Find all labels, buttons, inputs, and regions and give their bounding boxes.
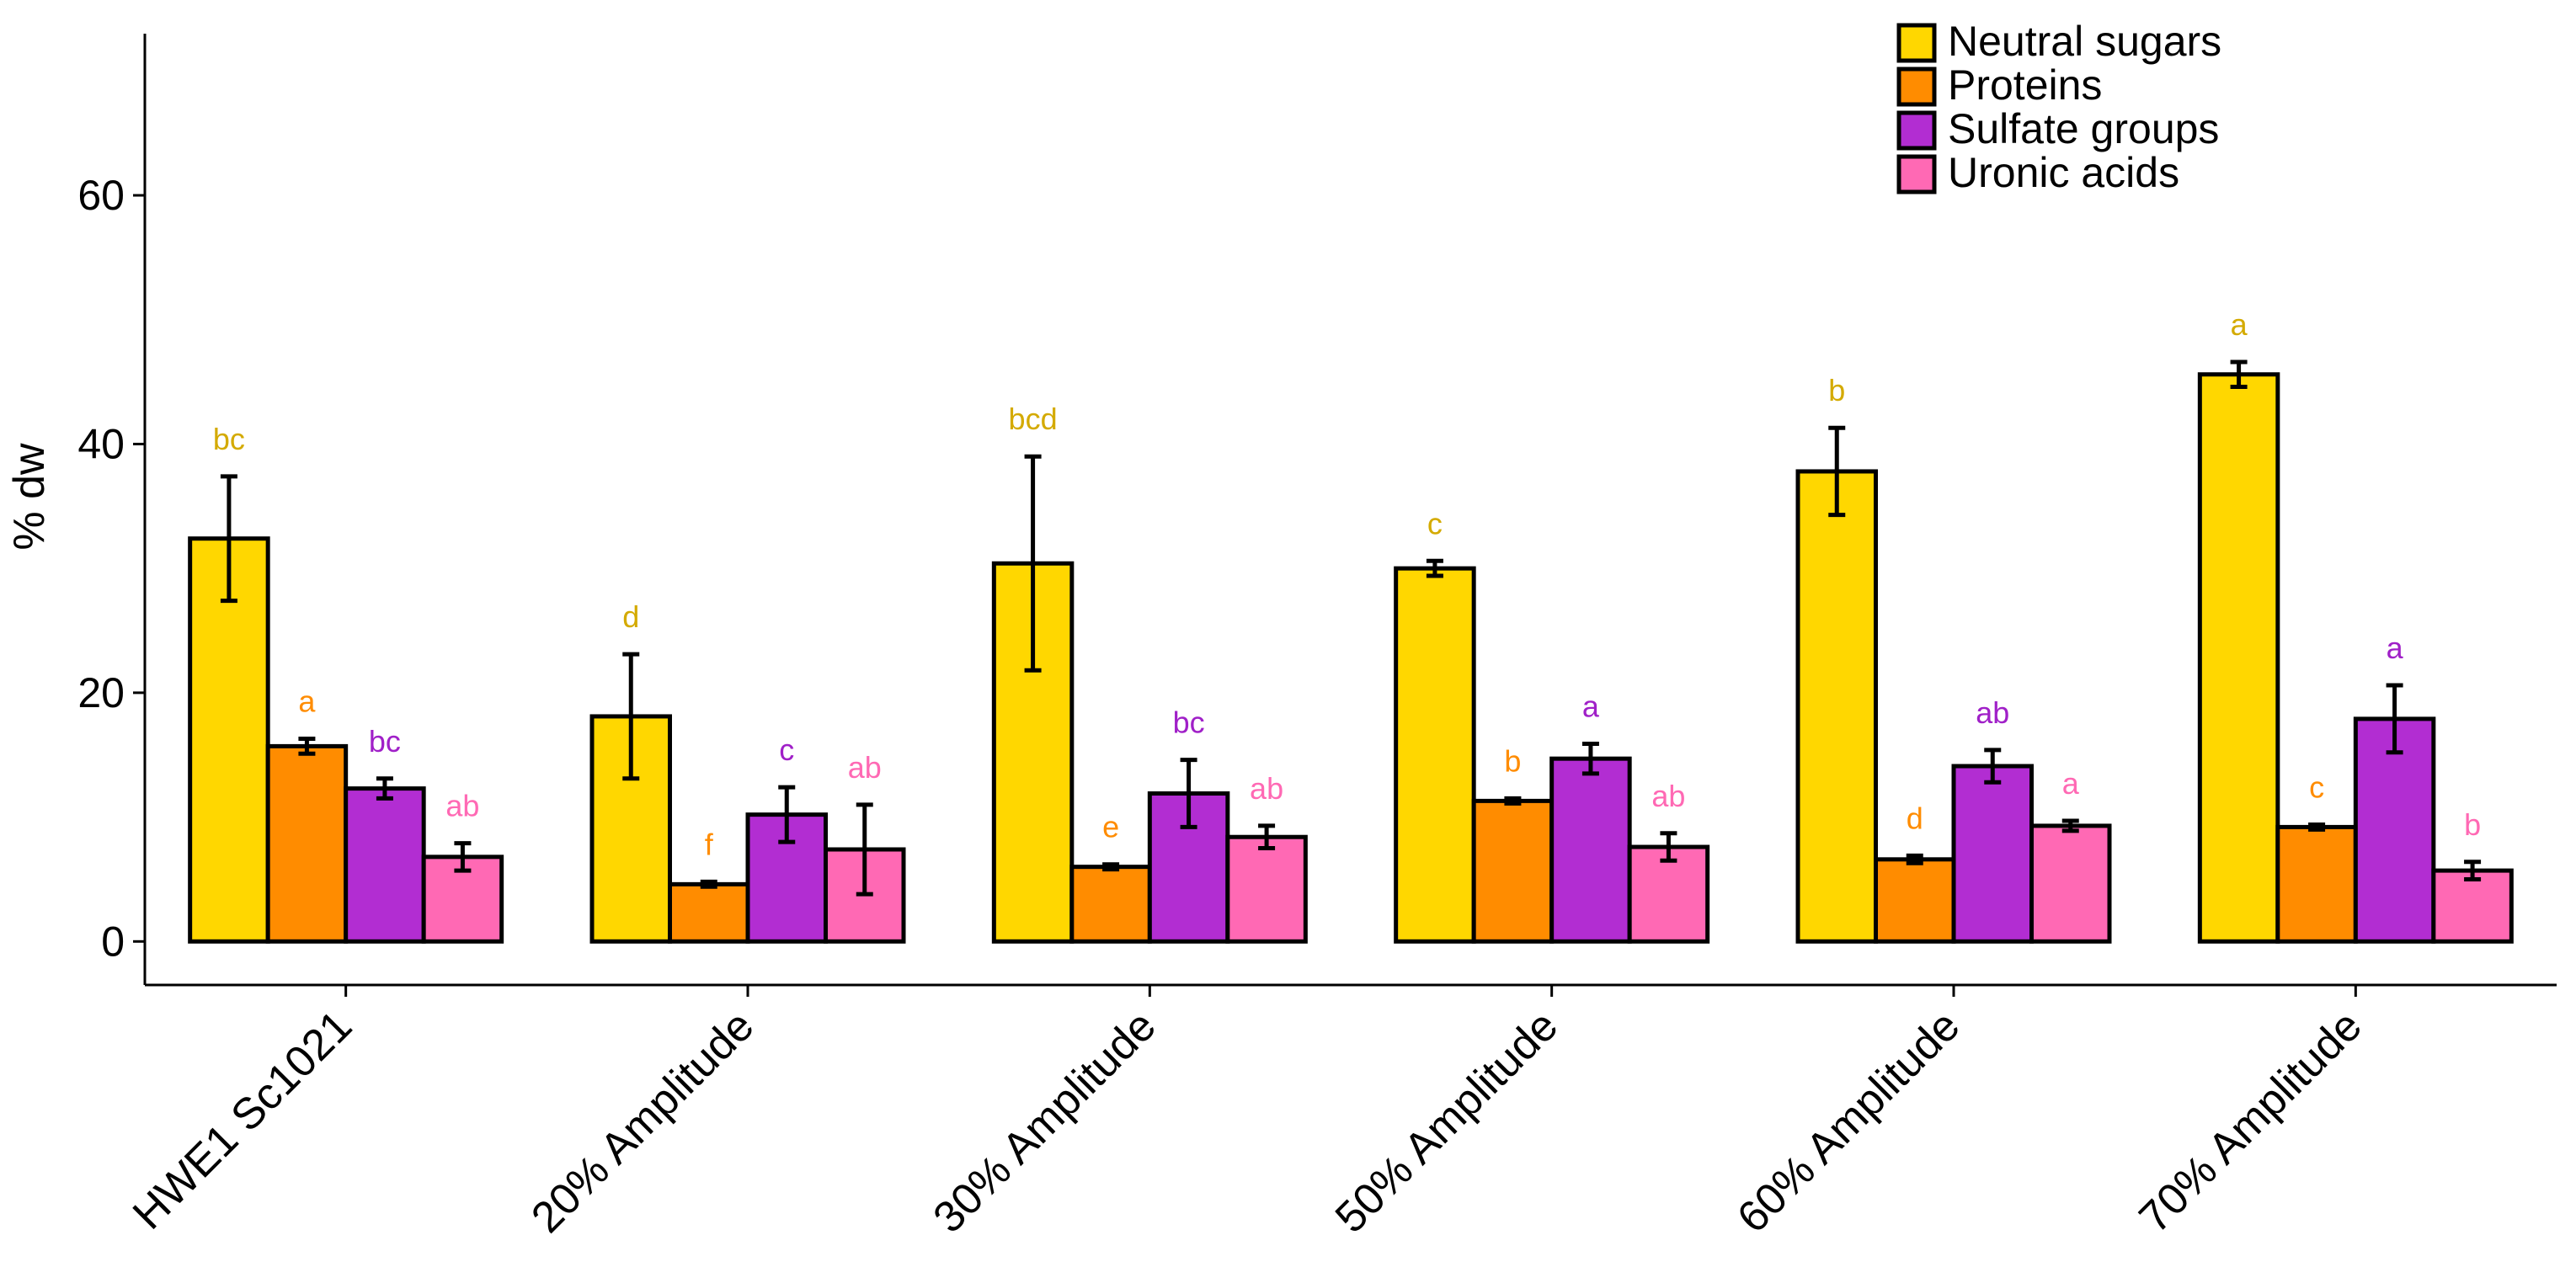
bar bbox=[1394, 566, 1476, 944]
bar-group: a c a b bbox=[2197, 307, 2514, 944]
significance-letter: ab bbox=[1651, 779, 1685, 813]
significance-letter: ab bbox=[1976, 695, 2009, 730]
significance-letter: bc bbox=[213, 422, 245, 456]
bar-group: b d ab a bbox=[1795, 373, 2112, 944]
significance-letter: b bbox=[1828, 373, 1845, 407]
bar bbox=[265, 743, 349, 944]
significance-letter: bc bbox=[369, 724, 401, 759]
significance-letter: b bbox=[1504, 743, 1521, 778]
bar-group: c b a ab bbox=[1394, 506, 1710, 944]
bar bbox=[1795, 469, 1878, 944]
bar bbox=[1874, 857, 1956, 944]
significance-letter: ab bbox=[1250, 771, 1283, 806]
bar bbox=[2353, 716, 2436, 944]
legend-label: Neutral sugars bbox=[1948, 18, 2221, 65]
significance-letter: c bbox=[1427, 506, 1443, 540]
significance-letter: ab bbox=[848, 750, 882, 785]
y-tick-label: 20 bbox=[77, 669, 125, 716]
y-axis-label: % dw bbox=[5, 443, 54, 551]
x-tick-label: 20% Amplitude bbox=[522, 1001, 763, 1242]
x-tick-label: 50% Amplitude bbox=[1326, 1001, 1567, 1242]
axes bbox=[143, 34, 2557, 987]
legend-swatch bbox=[1896, 67, 1937, 107]
x-axis-ticks: HWE1 Sc1021 20% Amplitude 30% Amplitude 50%… bbox=[124, 985, 2371, 1243]
significance-letter: b bbox=[2464, 807, 2481, 842]
significance-letter: bcd bbox=[1009, 402, 1058, 436]
legend-swatch bbox=[1896, 110, 1937, 151]
significance-letter: f bbox=[705, 827, 714, 861]
legend-swatch bbox=[1896, 154, 1937, 194]
bar bbox=[2029, 823, 2112, 944]
legend-swatch bbox=[1896, 23, 1937, 63]
x-tick-label: HWE1 Sc1021 bbox=[124, 1001, 361, 1238]
significance-letter: ab bbox=[445, 789, 479, 823]
bar bbox=[2197, 372, 2280, 944]
bar bbox=[1069, 865, 1152, 944]
x-tick-label: 70% Amplitude bbox=[2131, 1001, 2371, 1242]
bar-group: bcd e bc ab bbox=[991, 402, 1308, 944]
legend-label: Uronic acids bbox=[1948, 149, 2179, 196]
bar bbox=[1549, 756, 1632, 944]
y-tick-label: 60 bbox=[77, 172, 125, 219]
significance-letter: e bbox=[1102, 810, 1119, 844]
significance-letter: a bbox=[1582, 689, 1600, 723]
legend-label: Sulfate groups bbox=[1948, 105, 2219, 152]
y-tick-label: 40 bbox=[77, 420, 125, 467]
significance-letter: d bbox=[1907, 801, 1923, 835]
y-axis-ticks: 0 20 40 60 bbox=[77, 172, 145, 965]
bar bbox=[1225, 834, 1308, 944]
bar bbox=[1951, 764, 2034, 944]
bar-group: d f c ab bbox=[589, 599, 906, 944]
x-tick-label: 30% Amplitude bbox=[925, 1001, 1165, 1242]
significance-letter: c bbox=[2309, 769, 2324, 804]
bar bbox=[344, 786, 426, 944]
significance-letter: a bbox=[2387, 631, 2404, 665]
significance-letter: a bbox=[298, 684, 316, 719]
significance-letter: c bbox=[779, 732, 794, 767]
x-tick-label: 60% Amplitude bbox=[1728, 1001, 1969, 1242]
bar bbox=[668, 881, 750, 944]
bar bbox=[1471, 798, 1555, 944]
significance-letter: d bbox=[622, 599, 639, 634]
significance-letter: bc bbox=[1173, 705, 1205, 740]
significance-letter: a bbox=[2062, 766, 2080, 801]
bar bbox=[2431, 868, 2514, 944]
bar-group: bc a bc ab bbox=[188, 422, 504, 944]
significance-letter: a bbox=[2231, 307, 2248, 342]
y-tick-label: 0 bbox=[101, 918, 125, 965]
legend-label: Proteins bbox=[1948, 61, 2102, 109]
bar bbox=[2275, 824, 2358, 944]
